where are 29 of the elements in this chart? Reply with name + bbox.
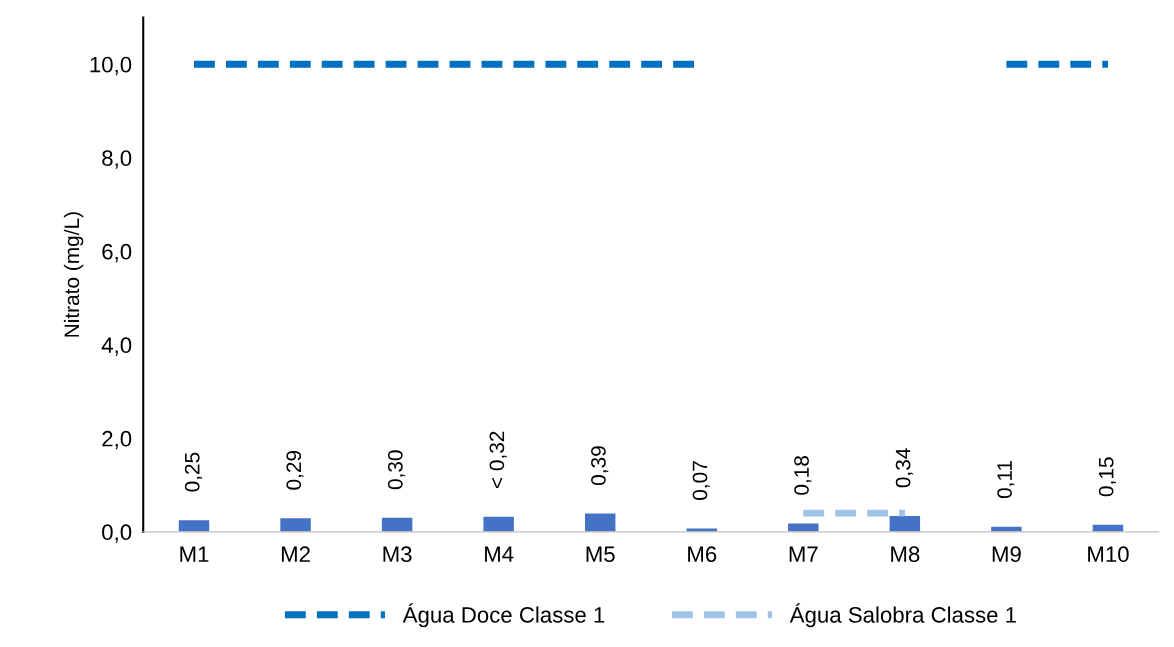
data-label: 0,39 — [591, 446, 609, 486]
legend-label: Água Salobra Classe 1 — [789, 603, 1016, 628]
data-label: 0,07 — [692, 461, 710, 500]
x-tick-label: M4 — [485, 546, 514, 562]
data-label: 0,11 — [997, 460, 1015, 499]
x-tick-label: M5 — [586, 546, 615, 563]
y-tick-label: 10,0 — [90, 56, 132, 76]
data-label: 0,29 — [286, 450, 304, 490]
legend-label: Água Doce Classe 1 — [402, 603, 605, 628]
data-label: 0,18 — [794, 456, 812, 495]
data-label: 0,25 — [184, 452, 203, 492]
y-tick-label: 2,0 — [102, 430, 132, 450]
x-tick-label: M1 — [180, 546, 209, 562]
y-tick-label: 8,0 — [102, 150, 132, 169]
x-tick-label: M7 — [789, 546, 818, 562]
x-tick-label: M2 — [281, 546, 310, 562]
y-tick-label: 4,0 — [101, 337, 132, 356]
x-tick-label: M10 — [1088, 546, 1129, 563]
data-label: < 0,32 — [489, 431, 507, 489]
y-tick-label: 6,0 — [102, 243, 132, 263]
data-label: 0,15 — [1098, 457, 1117, 497]
x-tick-label: M9 — [992, 546, 1021, 563]
x-tick-label: M3 — [383, 546, 412, 563]
data-label: 0,34 — [895, 448, 913, 488]
y-tick-label: 0,0 — [102, 524, 132, 543]
x-tick-label: M6 — [688, 546, 717, 563]
x-tick-label: M8 — [891, 546, 920, 563]
data-label: 0,30 — [387, 450, 406, 490]
y-axis-title: Nitrato (mg/L) — [63, 212, 84, 337]
